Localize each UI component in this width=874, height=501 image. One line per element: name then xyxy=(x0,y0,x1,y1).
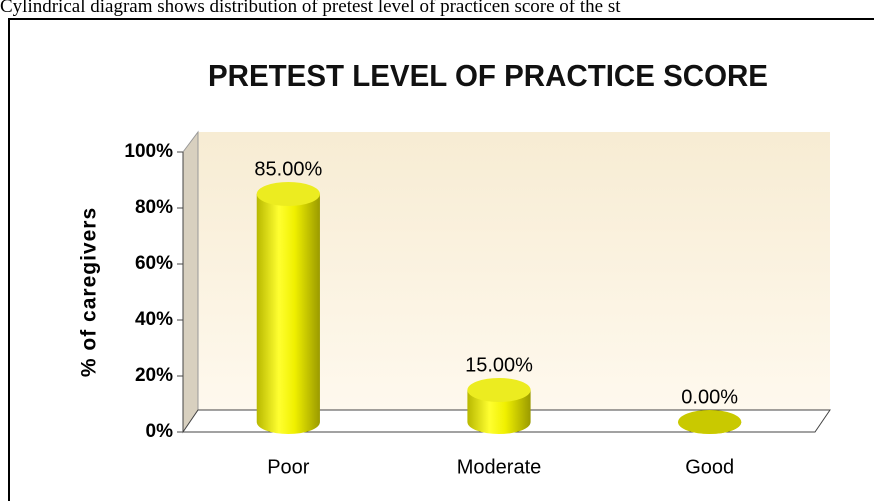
back-wall xyxy=(183,132,830,432)
caption: Cylindrical diagram shows distribution o… xyxy=(0,0,621,17)
y-tick-label: 20% xyxy=(135,365,173,386)
y-tick-label: 80% xyxy=(135,197,173,218)
y-tick-label: 40% xyxy=(135,309,173,330)
cylinder-top xyxy=(467,378,531,402)
x-tick-label: Poor xyxy=(267,456,310,478)
cylinder-top xyxy=(678,410,742,434)
cylinder xyxy=(256,194,320,434)
x-tick-label: Good xyxy=(685,456,734,478)
chart-title: PRETEST LEVEL OF PRACTICE SCORE xyxy=(208,58,768,93)
x-tick-label: Moderate xyxy=(457,456,542,478)
cylinder-top xyxy=(256,182,320,206)
value-label: 15.00% xyxy=(465,354,533,376)
side-wall xyxy=(182,130,199,434)
value-label: 0.00% xyxy=(681,386,738,408)
y-axis-label: % of caregivers xyxy=(78,207,101,377)
y-tick-label: 100% xyxy=(124,141,173,162)
cylinder xyxy=(467,390,531,434)
y-tick-label: 0% xyxy=(146,421,174,442)
value-label: 85.00% xyxy=(254,158,322,180)
y-tick-label: 60% xyxy=(135,253,173,274)
